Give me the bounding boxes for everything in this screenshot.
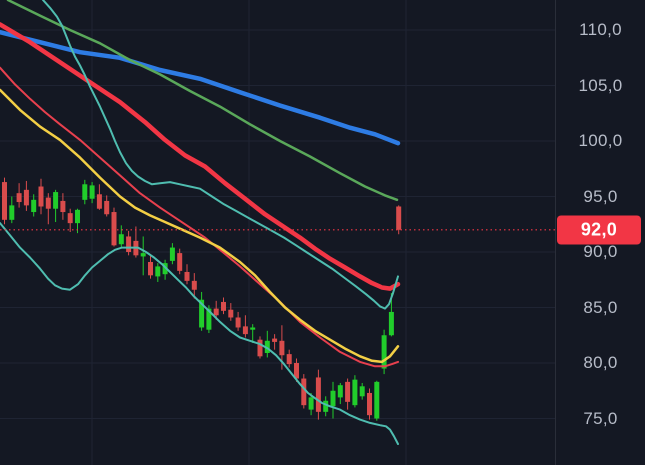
bollinger-upper-line[interactable] <box>42 0 399 310</box>
ma-green-line[interactable] <box>6 0 399 202</box>
candle[interactable] <box>352 375 358 408</box>
bollinger-lower-line[interactable] <box>0 222 399 445</box>
candle[interactable] <box>286 349 292 368</box>
candle[interactable] <box>162 259 168 280</box>
candles-group[interactable] <box>2 177 402 421</box>
candle[interactable] <box>294 358 299 382</box>
candle[interactable] <box>301 374 307 409</box>
price-tick-label: 105,0 <box>578 75 623 95</box>
candle[interactable] <box>272 334 278 350</box>
candle[interactable] <box>60 193 66 220</box>
candle[interactable] <box>82 179 88 205</box>
candle[interactable] <box>381 329 387 375</box>
candle[interactable] <box>264 330 270 358</box>
candle[interactable] <box>2 177 7 225</box>
candle[interactable] <box>374 380 380 421</box>
last-price-label: 92,0 <box>557 215 641 245</box>
candle[interactable] <box>118 225 124 248</box>
price-tick-label: 80,0 <box>583 353 618 372</box>
candle[interactable] <box>228 303 234 321</box>
candle[interactable] <box>148 254 153 279</box>
candle[interactable] <box>140 236 146 276</box>
ma-yellow-line[interactable] <box>0 88 400 364</box>
ma-blue-line[interactable] <box>0 29 401 146</box>
price-axis[interactable]: 110,0 105,0 100,0 95,0 90,0 85,0 80,0 75,0 92,0 <box>555 0 645 465</box>
candle[interactable] <box>257 336 263 359</box>
candle[interactable] <box>104 195 110 217</box>
candle[interactable] <box>169 243 175 265</box>
candle[interactable] <box>9 196 15 224</box>
candle[interactable] <box>177 248 183 275</box>
candle[interactable] <box>396 205 402 235</box>
ma-red-thick-line[interactable] <box>0 22 401 291</box>
price-tick-label: 90,0 <box>583 242 618 261</box>
candle[interactable] <box>75 208 80 234</box>
candle[interactable] <box>337 382 343 405</box>
candle[interactable] <box>235 311 241 331</box>
candle[interactable] <box>242 315 248 338</box>
grid <box>0 0 556 465</box>
candle[interactable] <box>184 264 190 285</box>
candle[interactable] <box>16 183 22 208</box>
candle[interactable] <box>31 194 37 217</box>
candle[interactable] <box>213 300 219 320</box>
candle[interactable] <box>67 208 73 233</box>
candle[interactable] <box>323 396 329 417</box>
candle[interactable] <box>330 381 336 419</box>
candle[interactable] <box>89 182 95 204</box>
ma-red-thin-line[interactable] <box>0 66 399 368</box>
candle[interactable] <box>133 226 139 258</box>
candle[interactable] <box>53 189 59 223</box>
price-tick-label: 110,0 <box>579 20 622 39</box>
price-tick-label: 95,0 <box>583 186 618 206</box>
candle[interactable] <box>38 178 44 215</box>
candle[interactable] <box>191 273 197 299</box>
candle[interactable] <box>111 207 117 247</box>
candle[interactable] <box>96 184 102 210</box>
candle[interactable] <box>126 230 132 256</box>
candle[interactable] <box>345 378 351 410</box>
candle[interactable] <box>359 382 365 400</box>
candle[interactable] <box>155 263 161 282</box>
candle[interactable] <box>23 180 29 211</box>
candle[interactable] <box>250 324 256 344</box>
candle[interactable] <box>199 291 205 331</box>
price-tick-label: 75,0 <box>583 408 618 428</box>
price-tick-label: 85,0 <box>583 297 618 317</box>
price-tick-label: 100,0 <box>578 131 623 150</box>
candle[interactable] <box>315 369 321 420</box>
candle[interactable] <box>308 392 314 416</box>
candle[interactable] <box>45 193 51 225</box>
candle[interactable] <box>221 297 226 315</box>
candle[interactable] <box>367 388 372 420</box>
